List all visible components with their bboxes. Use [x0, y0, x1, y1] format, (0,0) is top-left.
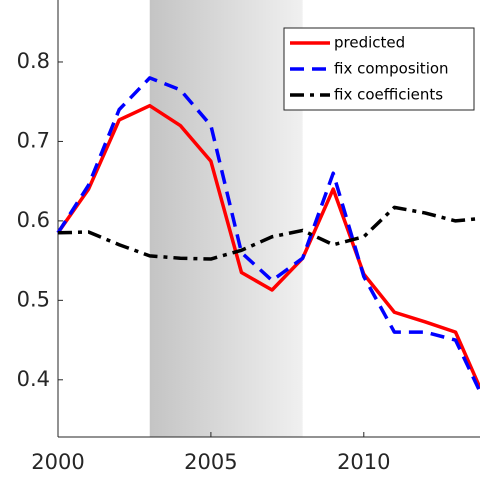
legend-label: fix coefficients: [334, 86, 443, 104]
y-tick-label: 0.5: [17, 287, 50, 311]
legend-label: predicted: [334, 34, 405, 52]
y-tick-label: 0.6: [17, 208, 50, 232]
legend-label: fix composition: [334, 60, 449, 78]
line-series: [56, 76, 480, 393]
y-tick-label: 0.7: [17, 128, 50, 152]
x-tick-label: 2005: [184, 450, 237, 474]
line-series: [56, 103, 480, 389]
line-series: [57, 205, 480, 261]
y-tick-label: 0.4: [17, 367, 50, 391]
y-tick-label: 0.8: [17, 49, 50, 73]
x-tick-label: 2010: [337, 450, 390, 474]
x-tick-label: 2000: [31, 450, 84, 474]
